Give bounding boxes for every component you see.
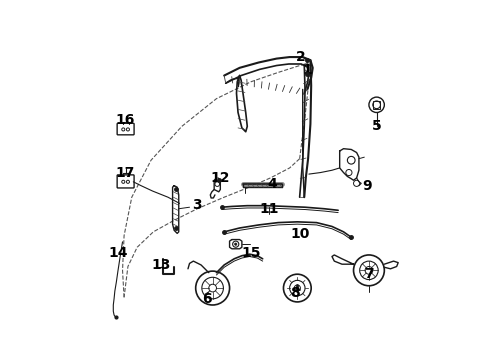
Text: 16: 16	[116, 113, 135, 127]
Text: 5: 5	[372, 120, 382, 133]
Text: 7: 7	[364, 267, 374, 281]
Text: 14: 14	[108, 246, 128, 260]
Text: 17: 17	[116, 166, 135, 180]
Text: 1: 1	[302, 63, 312, 77]
Text: 3: 3	[193, 198, 202, 212]
Circle shape	[235, 243, 237, 245]
Text: 12: 12	[211, 171, 230, 185]
Text: 2: 2	[296, 50, 306, 64]
Text: 10: 10	[290, 227, 309, 241]
Text: 13: 13	[151, 258, 171, 272]
Text: 4: 4	[267, 177, 277, 191]
Text: 15: 15	[242, 246, 261, 260]
Text: 6: 6	[202, 292, 212, 306]
Text: 8: 8	[290, 287, 300, 301]
Text: 9: 9	[362, 179, 371, 193]
Text: 11: 11	[259, 202, 279, 216]
